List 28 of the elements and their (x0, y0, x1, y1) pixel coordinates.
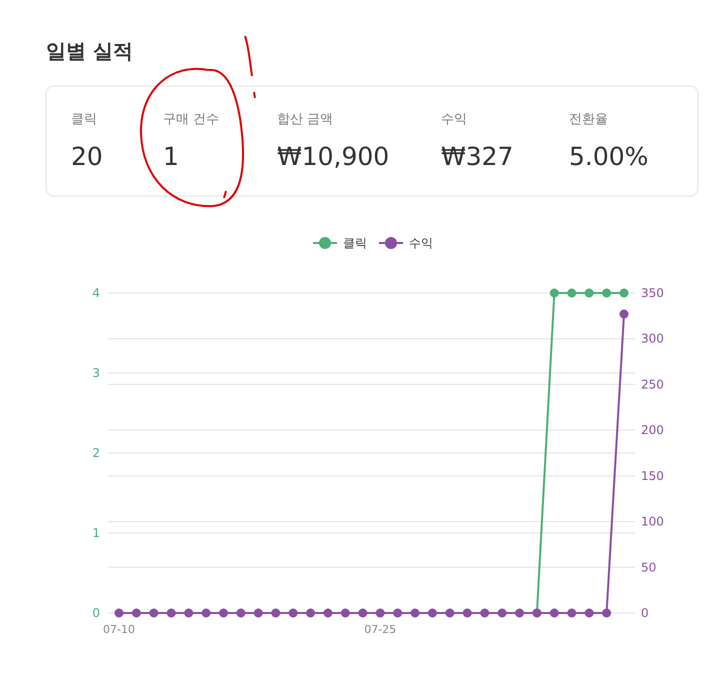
category-label: 클릭 (71, 112, 97, 127)
y-tick-label: 2 (92, 446, 100, 460)
text: 5.00% (569, 142, 648, 171)
x-tick-label: 07-10 (103, 623, 135, 636)
category-label: 전환율 (569, 112, 608, 127)
x-tick-label: 07-25 (364, 623, 396, 636)
text: ₩327 (441, 142, 514, 171)
y2-tick-label: 0 (641, 606, 649, 620)
legend-label: 클릭 (343, 236, 367, 250)
text: 일별 실적 (46, 39, 133, 63)
y2-tick-label: 350 (641, 286, 664, 300)
y2-tick-label: 150 (641, 468, 664, 483)
category-label: 합산 금액 (277, 112, 334, 127)
text: 1 (163, 142, 179, 171)
y2-tick-label: 300 (641, 332, 664, 346)
legend-label: 수익 (409, 236, 433, 250)
y-tick-label: 0 (92, 606, 100, 620)
y-tick-label: 4 (92, 286, 100, 300)
category-label: 수익 (441, 112, 467, 127)
y2-tick-label: 250 (641, 377, 664, 392)
y2-tick-label: 50 (641, 560, 656, 574)
text: ₩10,900 (277, 142, 390, 171)
y2-tick-label: 100 (641, 514, 664, 529)
y2-tick-label: 200 (641, 423, 664, 438)
category-label: 구매 건수 (163, 112, 220, 127)
y-tick-label: 3 (92, 366, 100, 380)
text: 20 (71, 142, 103, 171)
y-tick-label: 1 (92, 526, 100, 540)
